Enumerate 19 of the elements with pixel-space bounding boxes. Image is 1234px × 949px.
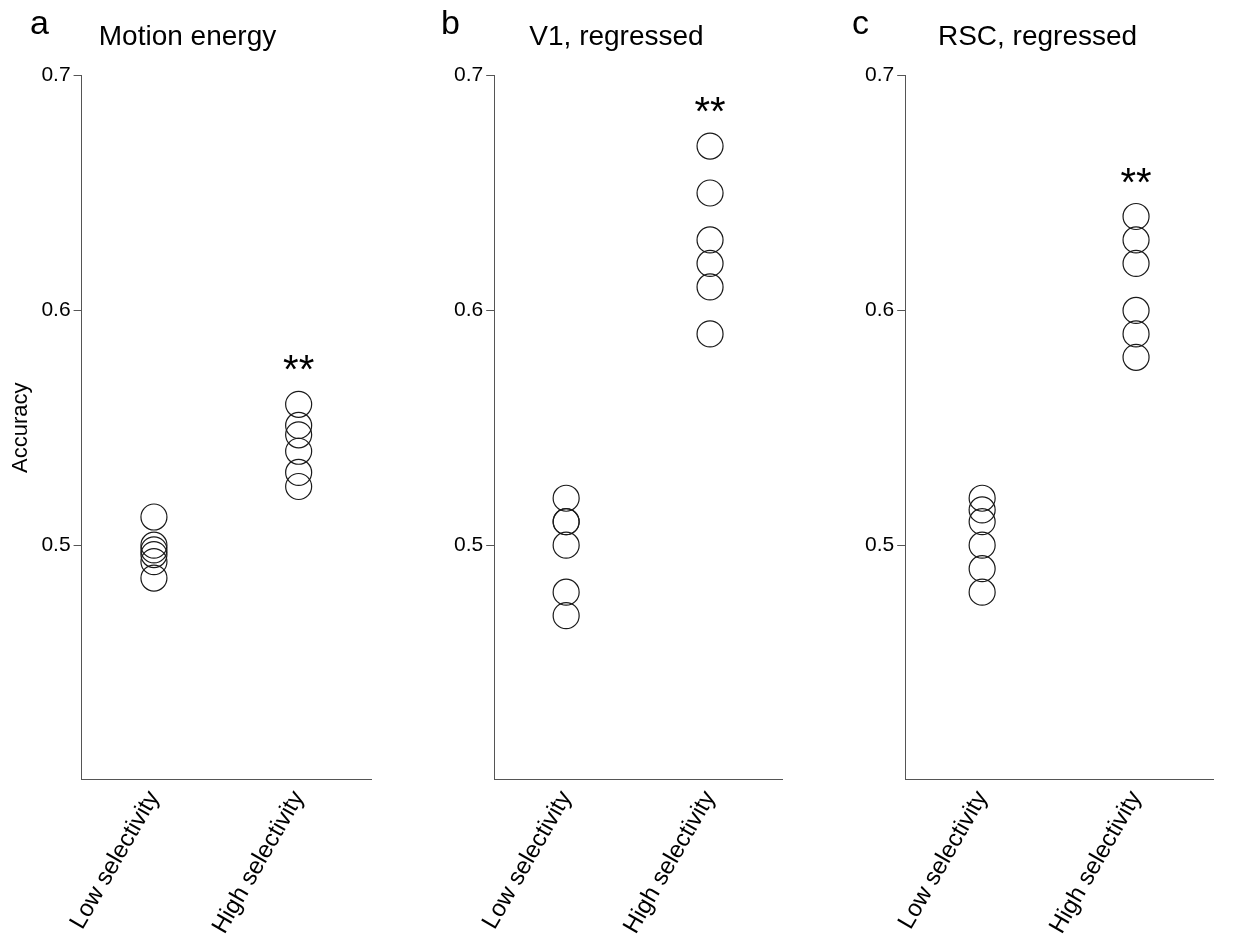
y-tick-label: 0.6 xyxy=(864,297,895,321)
y-tick-label: 0.7 xyxy=(41,62,71,86)
y-tick-label: 0.5 xyxy=(41,531,71,555)
y-tick-label: 0.7 xyxy=(453,62,484,86)
text: b xyxy=(441,3,460,42)
annotation: ** xyxy=(1120,159,1152,204)
y-tick-label: 0.6 xyxy=(41,297,71,321)
y-tick-label: 0.6 xyxy=(453,297,484,321)
y-tick-label: 0.7 xyxy=(864,62,895,86)
chart-title: Motion energy xyxy=(98,19,277,51)
annotation: ** xyxy=(283,347,315,392)
y-tick-label: 0.5 xyxy=(864,531,895,555)
chart-title: V1, regressed xyxy=(529,19,704,51)
annotation: ** xyxy=(694,89,726,134)
y-axis-title: Accuracy xyxy=(7,382,33,474)
text: c xyxy=(852,3,869,42)
y-tick-label: 0.5 xyxy=(453,531,484,555)
chart-title: RSC, regressed xyxy=(937,19,1138,51)
text: a xyxy=(30,3,49,42)
